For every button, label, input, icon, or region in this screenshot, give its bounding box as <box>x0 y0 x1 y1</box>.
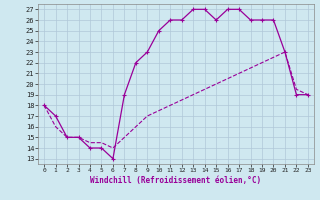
X-axis label: Windchill (Refroidissement éolien,°C): Windchill (Refroidissement éolien,°C) <box>91 176 261 185</box>
